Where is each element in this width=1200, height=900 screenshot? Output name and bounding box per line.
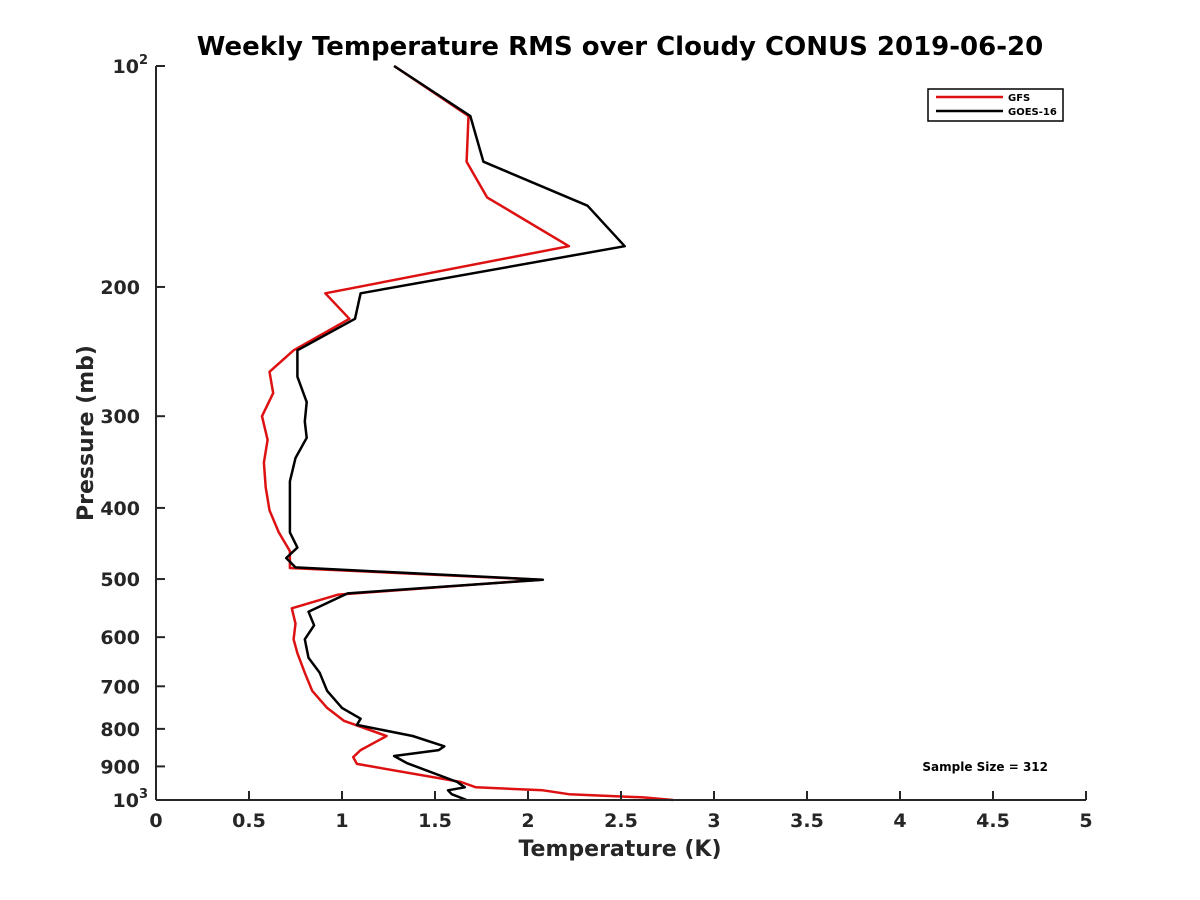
x-tick-label: 1 bbox=[335, 810, 348, 832]
x-tick-label: 1.5 bbox=[418, 810, 452, 832]
plot-lines bbox=[260, 64, 674, 802]
y-tick-label: 800 bbox=[100, 719, 140, 741]
legend-label-goes16: GOES-16 bbox=[1008, 107, 1057, 118]
y-tick-label: 600 bbox=[100, 627, 140, 649]
y-tick-label: 103 bbox=[113, 787, 149, 812]
x-tick-label: 3 bbox=[707, 810, 720, 832]
x-tick-label: 4 bbox=[893, 810, 906, 832]
x-tick-label: 2.5 bbox=[604, 810, 638, 832]
x-axis-label: Temperature (K) bbox=[518, 837, 721, 862]
legend: GFS GOES-16 bbox=[927, 88, 1064, 122]
x-axis-ticks: 0 0.5 1 1.5 2 2.5 3 3.5 4 4.5 5 bbox=[149, 791, 1093, 832]
y-tick-label: 200 bbox=[100, 277, 140, 299]
y-axis-label: Pressure (mb) bbox=[74, 345, 99, 521]
y-axis-ticks: 102 200 300 400 500 600 700 800 900 103 bbox=[100, 53, 165, 812]
series-line-gfs bbox=[260, 64, 674, 802]
legend-box bbox=[927, 88, 1064, 122]
y-tick-label: 300 bbox=[100, 406, 140, 428]
y-tick-label: 900 bbox=[100, 756, 140, 778]
legend-label-gfs: GFS bbox=[1008, 93, 1030, 104]
series-line-goes16 bbox=[284, 64, 626, 802]
y-tick-label: 700 bbox=[100, 676, 140, 698]
y-tick-label: 102 bbox=[113, 53, 149, 78]
sample-size-annotation: Sample Size = 312 bbox=[922, 760, 1048, 774]
x-tick-label: 2 bbox=[521, 810, 534, 832]
chart-title: Weekly Temperature RMS over Cloudy CONUS… bbox=[197, 32, 1043, 62]
x-tick-label: 0 bbox=[149, 810, 162, 832]
y-tick-label: 400 bbox=[100, 498, 140, 520]
x-tick-label: 3.5 bbox=[790, 810, 824, 832]
x-tick-label: 0.5 bbox=[232, 810, 266, 832]
y-tick-label: 500 bbox=[100, 569, 140, 591]
x-tick-label: 5 bbox=[1079, 810, 1092, 832]
x-tick-label: 4.5 bbox=[976, 810, 1010, 832]
